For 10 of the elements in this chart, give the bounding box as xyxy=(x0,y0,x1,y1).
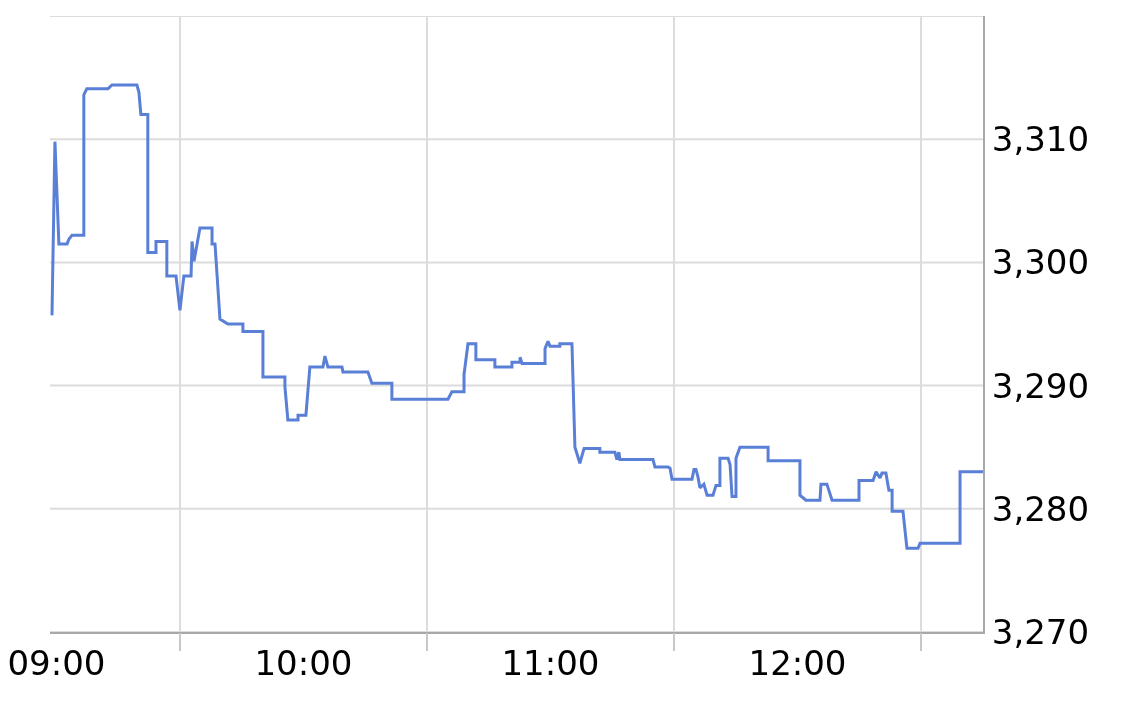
y-tick-label: 3,310 xyxy=(991,119,1090,160)
y-tick-label: 3,280 xyxy=(991,488,1090,529)
x-tick-label: 11:00 xyxy=(501,642,600,683)
x-tick-label: 12:00 xyxy=(748,642,847,683)
line-series xyxy=(50,83,983,550)
x-tick-label: 10:00 xyxy=(254,642,353,683)
x-tick-label: 09:00 xyxy=(7,642,106,683)
y-tick-label: 3,270 xyxy=(991,611,1090,652)
y-tick-label: 3,300 xyxy=(991,242,1090,283)
y-tick-label: 3,290 xyxy=(991,365,1090,406)
